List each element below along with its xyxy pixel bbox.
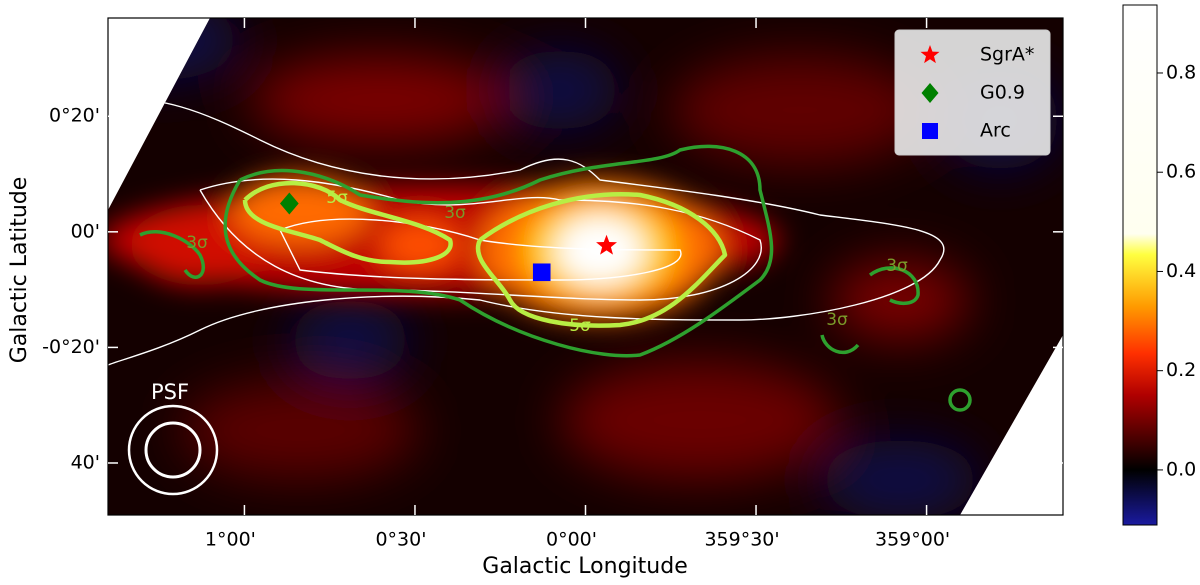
y-tick-label: 00' bbox=[71, 220, 100, 242]
annotation: PSF bbox=[151, 380, 189, 404]
x-tick-label: 359°00' bbox=[875, 529, 950, 551]
annotation: 3σ bbox=[826, 310, 848, 330]
colorbar bbox=[1122, 4, 1158, 526]
diamond-marker bbox=[279, 192, 299, 215]
colorbar-tick-label: 0.4 bbox=[1166, 260, 1196, 282]
y-axis-label: Galactic Latitude bbox=[7, 177, 32, 364]
x-tick-label: 0°30' bbox=[375, 529, 426, 551]
annotation: 3σ bbox=[886, 256, 908, 276]
x-tick-label: 1°00' bbox=[205, 529, 256, 551]
annotation: 5σ bbox=[569, 316, 591, 336]
colorbar-tick-label: 0.6 bbox=[1166, 161, 1196, 183]
colorbar-tick-label: 0.8 bbox=[1166, 61, 1196, 83]
legend-label: G0.9 bbox=[980, 82, 1025, 104]
legend-marker bbox=[922, 123, 938, 139]
star-marker bbox=[596, 234, 617, 255]
colorbar-tick-label: 0.2 bbox=[1166, 359, 1196, 381]
annotation: 5σ bbox=[326, 188, 348, 208]
psf-inner bbox=[144, 421, 202, 479]
square-marker bbox=[532, 263, 551, 282]
x-tick-label: 359°30' bbox=[704, 529, 779, 551]
annotation: 3σ bbox=[444, 203, 466, 223]
y-tick-label: -0°20' bbox=[42, 336, 100, 358]
psf-outer bbox=[127, 404, 219, 496]
legend-marker bbox=[921, 83, 939, 103]
x-tick-label: 0°00' bbox=[546, 529, 597, 551]
x-axis-label: Galactic Longitude bbox=[482, 554, 687, 579]
colorbar-tick-label: 0.0 bbox=[1166, 458, 1196, 480]
y-tick-label: 40' bbox=[71, 451, 100, 473]
annotation: 3σ bbox=[186, 233, 208, 253]
legend-marker bbox=[920, 45, 940, 64]
y-tick-label: 0°20' bbox=[49, 105, 100, 127]
legend-label: Arc bbox=[980, 120, 1011, 142]
legend-label: SgrA* bbox=[980, 44, 1034, 66]
